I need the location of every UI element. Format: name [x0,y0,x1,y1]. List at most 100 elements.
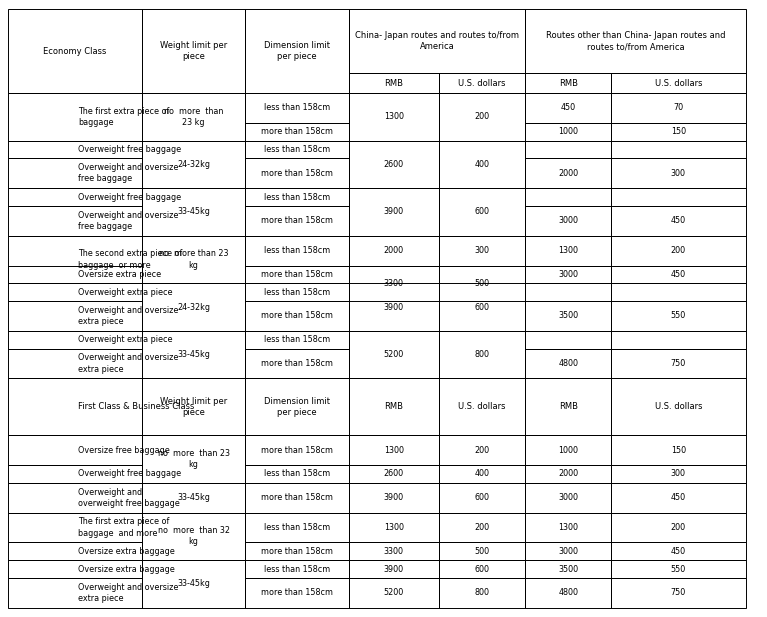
Text: 400: 400 [475,160,489,169]
Bar [142,482,245,513]
Bar [439,482,525,513]
Bar [349,482,439,513]
Bar [525,265,611,283]
Text: U.S. dollars: U.S. dollars [459,78,505,88]
Text: 3000: 3000 [558,217,578,225]
Bar [142,283,245,331]
Text: more than 158cm: more than 158cm [262,127,333,136]
Bar [245,93,349,123]
Bar [349,188,439,236]
Text: 70: 70 [673,104,683,112]
Text: Economy Class: Economy Class [43,47,107,56]
Text: 3300: 3300 [384,279,404,288]
Bar [611,141,746,159]
Bar [8,513,142,542]
Bar [525,123,611,141]
Bar [8,188,142,206]
Bar [349,93,439,141]
Bar [245,206,349,236]
Text: The second extra piece of
baggage  or more: The second extra piece of baggage or mor… [78,249,183,270]
Text: 1000: 1000 [558,127,578,136]
Text: more than 158cm: more than 158cm [262,589,333,597]
Text: more than 158cm: more than 158cm [262,359,333,368]
Bar [525,435,611,465]
Text: 200: 200 [671,523,686,532]
Bar [142,141,245,188]
Bar [142,331,245,378]
Bar [349,435,439,465]
Text: 4800: 4800 [558,359,578,368]
Bar [8,301,142,331]
Text: 3900: 3900 [384,207,404,217]
Text: 1300: 1300 [384,445,404,455]
Text: U.S. dollars: U.S. dollars [655,78,702,88]
Bar [349,265,439,301]
Bar [611,206,746,236]
Text: less than 158cm: less than 158cm [264,335,331,344]
Text: RMB: RMB [559,402,578,412]
Text: 800: 800 [475,589,489,597]
Bar [8,141,142,159]
Text: 2000: 2000 [558,470,578,478]
Text: First Class & Business Class: First Class & Business Class [78,402,194,412]
Bar [439,578,525,608]
Text: 550: 550 [671,312,686,320]
Text: 3000: 3000 [558,493,578,502]
Text: 33-45kg: 33-45kg [177,207,210,217]
Text: 550: 550 [671,565,686,574]
Text: 4800: 4800 [558,589,578,597]
Bar [245,331,349,349]
Bar [525,578,611,608]
Bar [439,331,525,378]
Text: Overweight free baggage: Overweight free baggage [78,193,181,202]
Text: less than 158cm: less than 158cm [264,193,331,202]
Bar [611,93,746,123]
Text: no  more  than 32
kg: no more than 32 kg [158,526,229,547]
Bar [525,560,611,578]
Bar [525,141,611,159]
Bar [349,465,439,482]
Bar [611,301,746,331]
Bar [245,435,349,465]
Text: The first extra piece of
baggage  and more: The first extra piece of baggage and mor… [78,518,170,537]
Text: 450: 450 [671,217,686,225]
Bar [245,141,349,159]
Bar [525,301,611,331]
Text: Weight limit per
piece: Weight limit per piece [160,41,227,61]
Text: China- Japan routes and routes to/from
America: China- Japan routes and routes to/from A… [355,31,519,51]
Bar [349,73,439,93]
Bar [8,378,142,435]
Text: 24-32kg: 24-32kg [177,160,210,169]
Text: 150: 150 [671,445,686,455]
Bar [439,73,525,93]
Text: 3500: 3500 [558,312,578,320]
Bar [439,188,525,236]
Text: Overweight and oversize
extra piece: Overweight and oversize extra piece [78,306,178,326]
Text: 200: 200 [475,112,489,122]
Text: 200: 200 [475,445,489,455]
Text: less than 158cm: less than 158cm [264,565,331,574]
Text: less than 158cm: less than 158cm [264,470,331,478]
Bar [8,206,142,236]
Bar [525,283,611,301]
Text: Overweight and oversize
free baggage: Overweight and oversize free baggage [78,164,178,183]
Bar [611,349,746,378]
Bar [439,560,525,578]
Bar [525,73,611,93]
Bar [349,9,525,73]
Bar [142,378,245,435]
Text: 3900: 3900 [384,493,404,502]
Bar [611,560,746,578]
Bar [245,236,349,265]
Bar [8,93,142,141]
Bar [142,9,245,93]
Text: 200: 200 [671,246,686,255]
Text: 750: 750 [671,359,686,368]
Bar [525,349,611,378]
Bar [8,560,142,578]
Bar [142,236,245,283]
Text: 2600: 2600 [384,470,404,478]
Bar [439,513,525,542]
Text: 1300: 1300 [384,523,404,532]
Bar [439,265,525,301]
